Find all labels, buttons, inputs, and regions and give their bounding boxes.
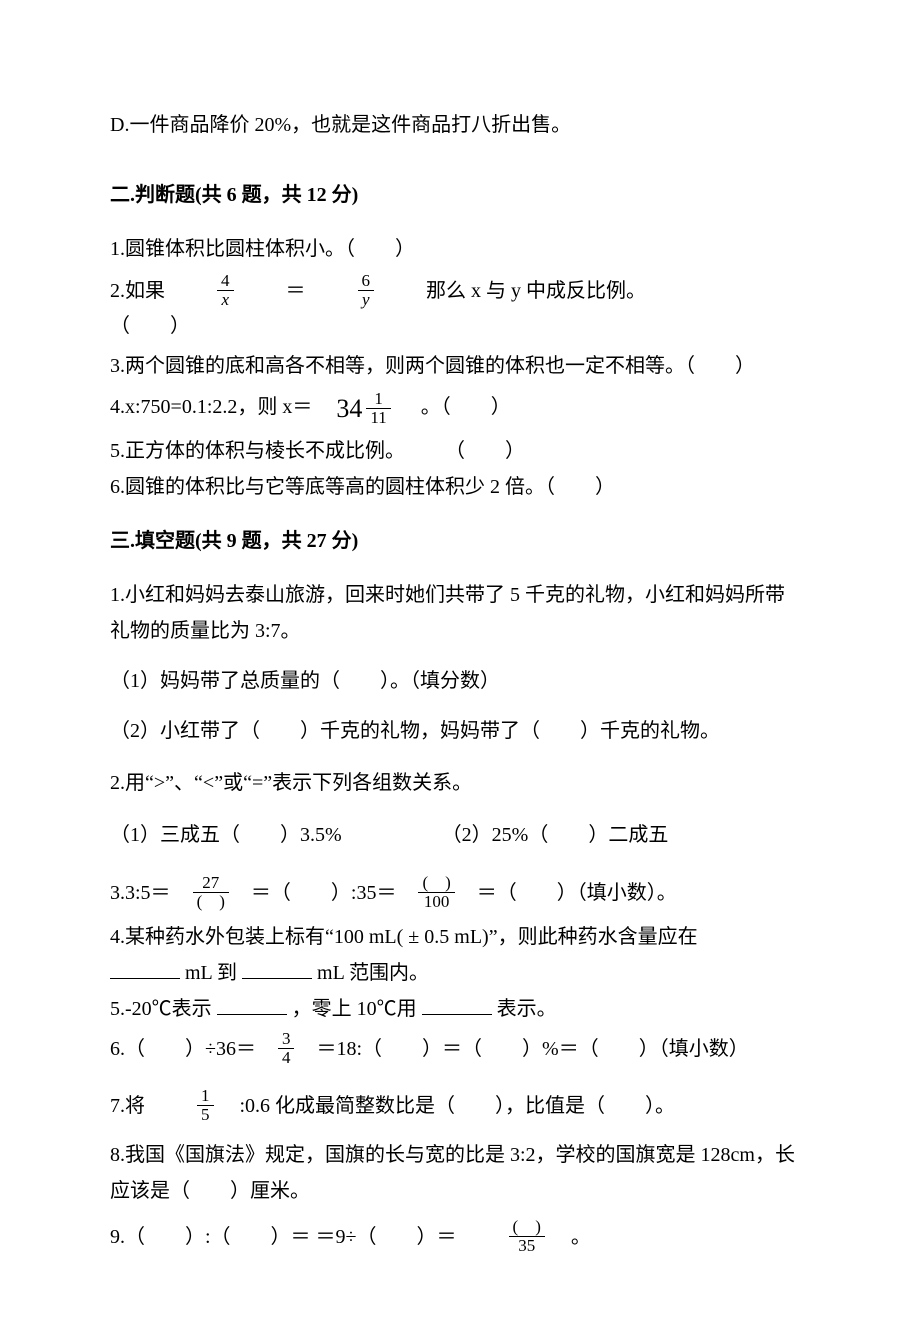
s2-q2: 2.如果 4 x ＝ 6 y 那么 x 与 y 中成反比例。 （ ） bbox=[110, 274, 810, 341]
frac-1-over-5: 1 5 bbox=[197, 1087, 214, 1124]
frac-27-over-blank: 27 ( ) bbox=[193, 874, 229, 911]
blank-ml-from bbox=[110, 958, 180, 979]
option-d-text: D.一件商品降价 20%，也就是这件商品打八折出售。 bbox=[110, 114, 571, 136]
s3-q7: 7.将 1 5 :0.6 化成最简整数比是（ ），比值是（ ）。 bbox=[110, 1089, 810, 1126]
s3-q8-line2: 应该是（ ）厘米。 bbox=[110, 1176, 810, 1206]
s3-q6: 6.（ ）÷36＝ 3 4 ＝18:（ ）＝（ ）%＝（ ）（填小数） bbox=[110, 1032, 810, 1069]
s3-q5: 5.-20℃表示 ，零上 10℃用 表示。 bbox=[110, 994, 810, 1024]
s3-q2-subs: （1）三成五（ ）3.5% （2）25%（ ）二成五 bbox=[110, 820, 810, 850]
s2-q6: 6.圆锥的体积比与它等底等高的圆柱体积少 2 倍。（ ） bbox=[110, 472, 810, 502]
s3-q4-line2: mL 到 mL 范围内。 bbox=[110, 958, 810, 988]
s3-q9: 9.（ ）:（ ）＝ ＝9÷（ ）＝ ( ) 35 。 bbox=[110, 1220, 810, 1257]
blank-ml-to bbox=[242, 958, 312, 979]
frac-4-over-x: 4 x bbox=[217, 272, 234, 309]
frac-blank-over-35: ( ) 35 bbox=[509, 1218, 545, 1255]
option-d: D.一件商品降价 20%，也就是这件商品打八折出售。 bbox=[110, 110, 810, 140]
frac-3-over-4: 3 4 bbox=[278, 1030, 295, 1067]
s3-q1-line2: 礼物的质量比为 3:7。 bbox=[110, 616, 810, 646]
frac-blank-over-100: ( ) 100 bbox=[418, 874, 454, 911]
s3-q8-line1: 8.我国《国旗法》规定，国旗的长与宽的比是 3:2，学校的国旗宽是 128cm，… bbox=[110, 1140, 810, 1170]
s3-q1-sub1: （1）妈妈带了总质量的（ ）。（填分数） bbox=[110, 666, 810, 696]
blank-pos10 bbox=[422, 994, 492, 1015]
section2-title: 二.判断题(共 6 题，共 12 分) bbox=[110, 180, 810, 210]
s3-q2-intro: 2.用“>”、“<”或“=”表示下列各组数关系。 bbox=[110, 768, 810, 798]
s3-q1-sub2: （2）小红带了（ ）千克的礼物，妈妈带了（ ）千克的礼物。 bbox=[110, 716, 810, 746]
section3-title: 三.填空题(共 9 题，共 27 分) bbox=[110, 526, 810, 556]
s2-q5: 5.正方体的体积与棱长不成比例。 （ ） bbox=[110, 436, 810, 466]
frac-6-over-y: 6 y bbox=[358, 272, 375, 309]
s2-q3: 3.两个圆锥的底和高各不相等，则两个圆锥的体积也一定不相等。（ ） bbox=[110, 351, 810, 381]
mixed-34-1-11: 34 1 11 bbox=[336, 389, 392, 428]
s2-q4: 4.x:750=0.1:2.2，则 x＝ 34 1 11 。（ ） bbox=[110, 389, 810, 428]
s2-q1: 1.圆锥体积比圆柱体积小。（ ） bbox=[110, 234, 810, 264]
s3-q3: 3.3:5＝ 27 ( ) ＝（ ）:35＝ ( ) 100 ＝（ ）（填小数）… bbox=[110, 876, 810, 913]
blank-neg20 bbox=[217, 994, 287, 1015]
s3-q1-line1: 1.小红和妈妈去泰山旅游，回来时她们共带了 5 千克的礼物，小红和妈妈所带 bbox=[110, 580, 810, 610]
s3-q4-line1: 4.某种药水外包装上标有“100 mL( ± 0.5 mL)”，则此种药水含量应… bbox=[110, 922, 810, 952]
